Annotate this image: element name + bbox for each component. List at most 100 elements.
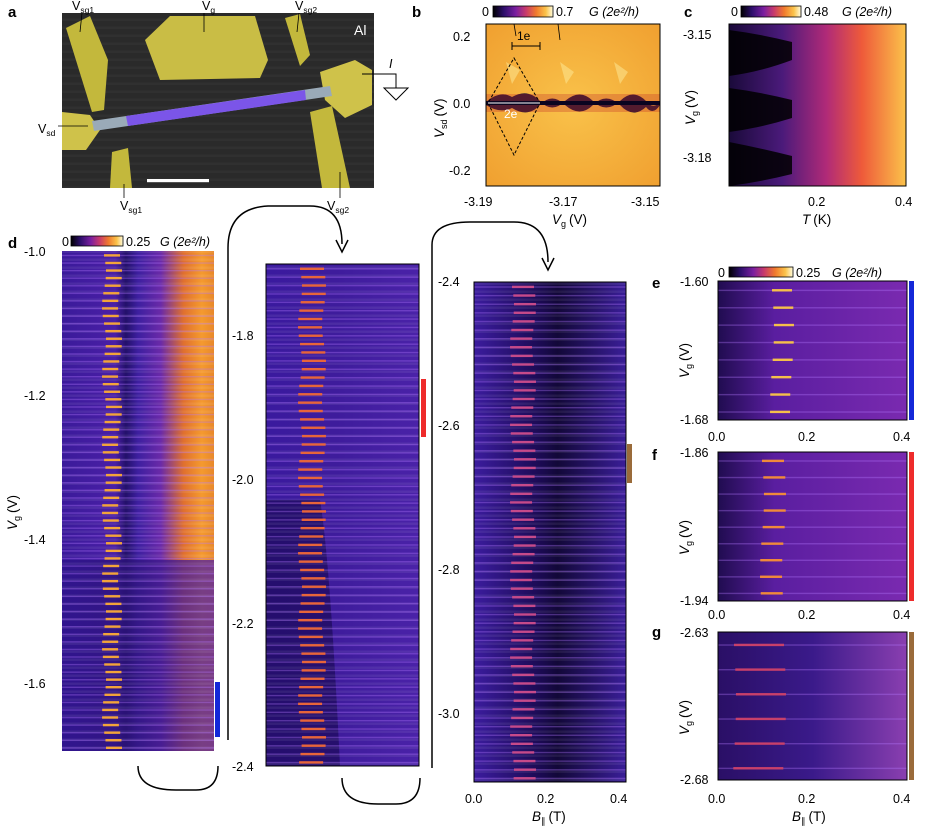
svg-text:0.7: 0.7 — [556, 5, 573, 19]
peak-line — [266, 468, 419, 471]
annotation-1e: 1e — [517, 29, 531, 43]
peak-line — [266, 276, 419, 278]
peak-highlight — [513, 682, 536, 685]
peak-line — [266, 594, 419, 596]
peak-highlight — [772, 358, 793, 361]
peak-highlight — [510, 647, 533, 651]
peak-line — [474, 751, 626, 754]
panel-label-g: g — [652, 624, 661, 641]
peak-highlight — [105, 398, 122, 401]
peak-line — [266, 410, 419, 412]
peak-line — [266, 351, 419, 354]
peak-highlight — [513, 690, 536, 694]
peak-highlight — [102, 511, 119, 515]
peak-line — [718, 289, 907, 292]
peak-line — [474, 510, 626, 512]
peak-highlight — [104, 254, 120, 257]
peak-line — [718, 644, 907, 646]
peak-highlight — [300, 376, 325, 379]
peak-highlight — [299, 761, 324, 764]
peak-highlight — [105, 405, 122, 409]
peak-line — [718, 341, 907, 344]
peak-highlight — [102, 655, 119, 659]
peak-highlight — [103, 292, 120, 295]
panel-e-colormap — [717, 280, 908, 421]
peak-line — [266, 611, 419, 613]
svg-text:0.0: 0.0 — [708, 792, 725, 806]
peak-line — [718, 592, 907, 595]
svg-text:-3.15: -3.15 — [683, 28, 712, 42]
panel-b-xlabel: Vg (V) — [552, 212, 587, 229]
peak-highlight — [102, 572, 119, 575]
peak-highlight — [102, 723, 119, 727]
label-vg: Vg — [202, 0, 215, 15]
peak-highlight — [300, 526, 325, 530]
peak-line — [266, 636, 419, 638]
peak-line — [62, 376, 214, 378]
peak-highlight — [512, 518, 535, 521]
peak-highlight — [105, 746, 122, 750]
peak-line — [62, 353, 214, 355]
svg-text:-3.18: -3.18 — [683, 151, 712, 165]
peak-highlight — [510, 578, 533, 582]
svg-text:-0.2: -0.2 — [449, 164, 471, 178]
peak-highlight — [300, 602, 325, 605]
peak-highlight — [763, 476, 786, 479]
svg-text:0.4: 0.4 — [893, 792, 910, 806]
svg-text:-2.63: -2.63 — [680, 626, 709, 640]
peak-line — [266, 310, 419, 312]
peak-line — [62, 330, 214, 332]
peak-highlight — [300, 568, 325, 572]
peak-line — [266, 418, 419, 421]
peak-highlight — [301, 292, 326, 296]
peak-line — [62, 610, 214, 613]
peak-highlight — [105, 481, 122, 484]
nanowire-shell — [126, 90, 306, 126]
peak-line — [718, 509, 907, 512]
peak-highlight — [105, 534, 122, 537]
peak-highlight — [513, 768, 536, 771]
peak-line — [62, 429, 214, 431]
svg-text:-1.60: -1.60 — [680, 275, 709, 289]
peak-highlight — [512, 475, 535, 478]
panel-d-column-3 — [473, 281, 627, 783]
peak-highlight — [762, 525, 785, 529]
peak-highlight — [300, 342, 325, 346]
peak-highlight — [511, 328, 534, 332]
peak-line — [474, 338, 626, 340]
peak-line — [474, 700, 626, 702]
peak-line — [474, 527, 626, 530]
label-vsd: Vsd — [38, 122, 56, 138]
peak-line — [474, 458, 626, 461]
peak-line — [266, 360, 419, 362]
peak-highlight — [512, 708, 535, 711]
peak-line — [718, 669, 907, 671]
peak-highlight — [102, 579, 119, 583]
peak-line — [62, 663, 214, 666]
peak-line — [62, 292, 214, 295]
peak-highlight — [102, 299, 119, 303]
svg-text:0.2: 0.2 — [808, 195, 825, 209]
panel-d-column-2 — [265, 263, 420, 767]
svg-text:0.0: 0.0 — [708, 430, 725, 444]
peak-highlight — [763, 492, 786, 496]
peak-line — [474, 769, 626, 771]
peak-line — [474, 484, 626, 486]
panel-b-colormap: 2e 1e — [485, 23, 661, 187]
peak-line — [474, 372, 626, 374]
svg-text:-1.0: -1.0 — [24, 245, 46, 259]
peak-highlight — [102, 314, 119, 318]
peak-line — [62, 368, 214, 370]
peak-highlight — [734, 643, 784, 647]
peak-highlight — [513, 380, 536, 383]
peak-highlight — [513, 604, 536, 608]
peak-highlight — [105, 739, 122, 742]
peak-line — [718, 393, 907, 396]
peak-highlight — [102, 367, 119, 371]
peak-line — [474, 501, 626, 504]
peak-highlight — [105, 686, 122, 689]
peak-highlight — [512, 397, 535, 401]
peak-line — [62, 269, 214, 272]
peak-highlight — [773, 323, 794, 327]
peak-line — [718, 693, 907, 696]
